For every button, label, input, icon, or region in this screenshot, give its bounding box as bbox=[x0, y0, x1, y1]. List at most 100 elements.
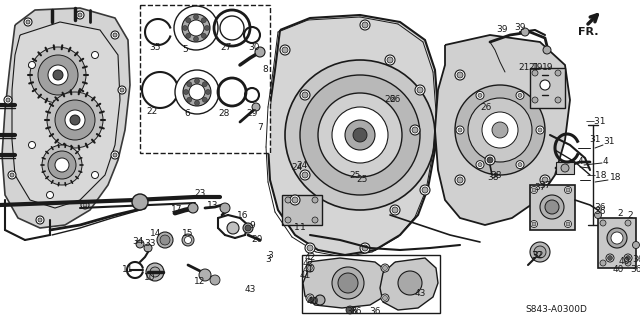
Text: 4: 4 bbox=[603, 158, 609, 167]
Circle shape bbox=[564, 220, 572, 227]
Circle shape bbox=[555, 70, 561, 76]
Circle shape bbox=[220, 203, 230, 213]
Circle shape bbox=[160, 235, 170, 245]
Circle shape bbox=[290, 195, 300, 205]
Circle shape bbox=[182, 14, 210, 42]
Circle shape bbox=[6, 98, 10, 102]
Circle shape bbox=[566, 222, 570, 226]
Circle shape bbox=[315, 295, 325, 305]
Circle shape bbox=[611, 232, 623, 244]
Text: —18: —18 bbox=[587, 170, 607, 180]
Circle shape bbox=[458, 128, 462, 132]
Circle shape bbox=[201, 18, 206, 23]
Circle shape bbox=[245, 225, 251, 231]
Text: 1: 1 bbox=[300, 224, 306, 233]
Circle shape bbox=[83, 203, 87, 207]
Circle shape bbox=[536, 126, 544, 134]
Circle shape bbox=[195, 100, 200, 106]
Text: 6: 6 bbox=[184, 108, 190, 117]
Text: 13: 13 bbox=[207, 201, 219, 210]
Text: 1: 1 bbox=[294, 224, 300, 233]
Text: 2: 2 bbox=[627, 211, 633, 219]
Text: 31: 31 bbox=[589, 136, 601, 145]
Circle shape bbox=[383, 295, 387, 300]
Circle shape bbox=[146, 263, 164, 281]
PathPatch shape bbox=[268, 15, 438, 255]
Circle shape bbox=[188, 203, 198, 213]
Circle shape bbox=[182, 234, 194, 246]
Circle shape bbox=[188, 20, 204, 36]
Circle shape bbox=[564, 187, 572, 194]
Circle shape bbox=[412, 127, 418, 133]
Text: 3: 3 bbox=[267, 250, 273, 259]
Circle shape bbox=[600, 260, 606, 266]
PathPatch shape bbox=[303, 258, 390, 308]
Circle shape bbox=[65, 110, 85, 130]
Circle shape bbox=[332, 107, 388, 163]
Circle shape bbox=[111, 31, 119, 39]
Circle shape bbox=[540, 70, 550, 80]
Circle shape bbox=[36, 216, 44, 224]
Text: 21: 21 bbox=[528, 63, 540, 72]
Circle shape bbox=[492, 122, 508, 138]
Circle shape bbox=[302, 172, 308, 178]
Circle shape bbox=[455, 85, 545, 175]
Circle shape bbox=[532, 97, 538, 103]
Circle shape bbox=[302, 92, 308, 98]
Circle shape bbox=[607, 228, 627, 248]
Circle shape bbox=[478, 163, 482, 167]
Circle shape bbox=[543, 46, 551, 54]
Circle shape bbox=[195, 78, 200, 84]
Circle shape bbox=[199, 269, 211, 281]
Circle shape bbox=[300, 170, 310, 180]
Circle shape bbox=[516, 161, 524, 169]
Circle shape bbox=[538, 128, 542, 132]
Circle shape bbox=[410, 125, 420, 135]
Text: 30: 30 bbox=[248, 43, 260, 53]
Circle shape bbox=[415, 85, 425, 95]
Circle shape bbox=[280, 45, 290, 55]
Text: 41: 41 bbox=[300, 271, 310, 279]
Circle shape bbox=[285, 217, 291, 223]
Text: 36: 36 bbox=[595, 207, 605, 217]
Text: 42: 42 bbox=[302, 258, 314, 268]
Circle shape bbox=[38, 55, 78, 95]
Circle shape bbox=[187, 82, 192, 87]
Circle shape bbox=[144, 244, 152, 252]
Circle shape bbox=[300, 75, 420, 195]
Circle shape bbox=[360, 20, 370, 30]
Circle shape bbox=[455, 175, 465, 185]
Circle shape bbox=[187, 97, 192, 102]
Bar bbox=[140, 5, 270, 153]
Circle shape bbox=[625, 260, 631, 266]
Circle shape bbox=[600, 220, 606, 226]
Circle shape bbox=[420, 185, 430, 195]
Circle shape bbox=[381, 264, 389, 272]
Text: 21: 21 bbox=[518, 63, 530, 72]
Circle shape bbox=[189, 84, 205, 100]
Circle shape bbox=[175, 70, 219, 114]
Text: 40: 40 bbox=[307, 298, 317, 307]
Circle shape bbox=[457, 72, 463, 78]
Bar bbox=[302, 255, 440, 313]
Text: 32: 32 bbox=[532, 250, 544, 259]
Circle shape bbox=[518, 93, 522, 97]
Text: 7: 7 bbox=[257, 123, 263, 132]
Circle shape bbox=[385, 55, 395, 65]
Circle shape bbox=[624, 254, 632, 262]
Text: 22: 22 bbox=[147, 108, 157, 116]
Circle shape bbox=[312, 217, 318, 223]
Circle shape bbox=[338, 273, 358, 293]
Text: 31: 31 bbox=[603, 137, 614, 146]
Bar bbox=[282, 195, 322, 225]
Circle shape bbox=[30, 47, 86, 103]
Text: 20: 20 bbox=[252, 235, 262, 244]
PathPatch shape bbox=[12, 22, 120, 208]
Circle shape bbox=[478, 93, 482, 97]
Text: 37: 37 bbox=[534, 182, 546, 191]
Circle shape bbox=[282, 47, 288, 53]
Circle shape bbox=[487, 157, 493, 163]
Text: 39: 39 bbox=[496, 26, 508, 34]
Circle shape bbox=[48, 65, 68, 85]
Text: 36: 36 bbox=[630, 265, 640, 275]
